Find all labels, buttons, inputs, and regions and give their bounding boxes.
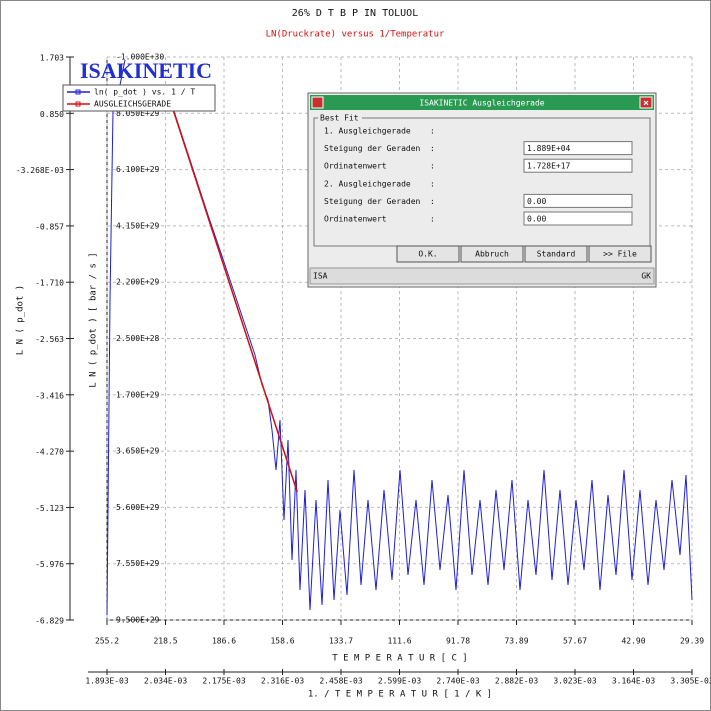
field-label: Steigung der Geraden: [324, 144, 421, 153]
legend-label: ln( p_dot ) vs. 1 / T: [94, 88, 195, 97]
x2-tick-label: 111.6: [387, 637, 411, 646]
field-colon: :: [430, 215, 435, 224]
y2-tick-label: 1.700E+29: [116, 390, 160, 399]
field-colon: :: [430, 162, 435, 171]
field-value: 0.00: [527, 215, 546, 224]
legend-marker: [75, 89, 81, 95]
legend-box: [62, 84, 216, 112]
x2-tick-label: 29.39: [680, 637, 704, 646]
y-tick-label: -5.976: [35, 560, 64, 569]
x2-tick-label: 91.78: [446, 637, 470, 646]
y2-tick-label: -1.000E+30: [116, 53, 164, 62]
field-colon: :: [430, 144, 435, 153]
y-tick-label: -6.829: [35, 617, 64, 626]
x2-axis-title: T E M P E R A T U R [ C ]: [332, 654, 467, 664]
x2-tick-label: 57.67: [563, 637, 587, 646]
x2-tick-label: 218.5: [153, 637, 177, 646]
button[interactable]: [396, 245, 460, 263]
button[interactable]: [588, 245, 652, 263]
y-tick-label: -5.123: [35, 504, 64, 513]
x2-tick-label: 73.89: [504, 637, 528, 646]
status-right: GK: [641, 272, 651, 281]
y2-tick-label: 2.500E+28: [116, 334, 160, 343]
y2-tick-label: 9.500E+29: [116, 616, 160, 625]
y2-tick-label: 3.650E+29: [116, 447, 160, 456]
y-tick-label: -3.268E-03: [16, 166, 64, 175]
dialog-icon: [311, 96, 324, 109]
field-input[interactable]: [523, 141, 633, 156]
y-tick-label: -4.270: [35, 448, 64, 457]
y2-axis-title: L N ( p_dot ) [ bar / s ]: [89, 252, 99, 387]
legend-label: AUSGLEICHSGERADE: [94, 100, 171, 109]
field-label: Ordinatenwert: [324, 215, 387, 224]
x-tick-label: 2.599E-03: [378, 677, 422, 686]
x-tick-label: 1.893E-03: [85, 677, 129, 686]
legend-marker: [75, 101, 81, 107]
status-left: ISA: [313, 272, 328, 281]
y2-tick-label: 7.550E+29: [116, 559, 160, 568]
x-tick-label: 2.316E-03: [261, 677, 305, 686]
x-tick-label: 3.023E-03: [553, 677, 597, 686]
group-label: Best Fit: [320, 114, 359, 123]
x-tick-label: 2.034E-03: [144, 677, 188, 686]
x-tick-label: 2.882E-03: [495, 677, 539, 686]
y-tick-label: 1.703: [40, 54, 64, 63]
field-input[interactable]: [523, 158, 633, 173]
button[interactable]: [460, 245, 524, 263]
dialog-close[interactable]: [639, 96, 653, 109]
field-value: 1.889E+04: [527, 144, 571, 153]
y2-tick-label: 6.100E+29: [116, 165, 160, 174]
y2-tick-label: 2.200E+29: [116, 278, 160, 287]
field-colon: :: [430, 127, 435, 136]
y-tick-label: -1.710: [35, 279, 64, 288]
x2-tick-label: 42.90: [621, 637, 645, 646]
field-label: Steigung der Geraden: [324, 197, 421, 206]
status-bar: [309, 267, 655, 285]
x-tick-label: 2.740E-03: [436, 677, 480, 686]
x2-tick-label: 186.6: [212, 637, 236, 646]
dialog-title: ISAKINETIC Ausgleichgerade: [419, 99, 544, 108]
y-tick-label: 0.850: [40, 110, 64, 119]
field-value: 1.728E+17: [527, 162, 571, 171]
button-label: O.K.: [418, 250, 437, 259]
field-label: 2. Ausgleichgerade: [324, 179, 411, 188]
y2-tick-label: 8.050E+29: [116, 109, 160, 118]
field-colon: :: [430, 179, 435, 188]
button-label: Standard: [537, 250, 576, 259]
field-label: Ordinatenwert: [324, 162, 387, 171]
button-label: >> File: [603, 250, 637, 259]
button[interactable]: [524, 245, 588, 263]
logo: ISAKINETIC: [80, 58, 212, 83]
field-input[interactable]: [523, 211, 633, 226]
group-label-bg: [318, 114, 362, 122]
y-axis-title: L N ( p_dot ): [16, 285, 26, 355]
field-input[interactable]: [523, 193, 633, 208]
y2-tick-label: 5.600E+29: [116, 503, 160, 512]
button-label: Abbruch: [475, 250, 509, 259]
chart-subtitle: LN(Druckrate) versus 1/Temperatur: [266, 30, 445, 40]
y-tick-label: -0.857: [35, 222, 64, 231]
x2-tick-label: 158.6: [270, 637, 294, 646]
field-label: 1. Ausgleichgerade: [324, 127, 411, 136]
y-tick-label: -2.563: [35, 335, 64, 344]
field-value: 0.00: [527, 197, 546, 206]
field-colon: :: [430, 197, 435, 206]
x-tick-label: 2.175E-03: [202, 677, 246, 686]
x2-tick-label: 255.2: [95, 637, 119, 646]
dialog-title-bar: [310, 95, 654, 110]
x2-tick-label: 133.7: [329, 637, 353, 646]
x-axis-title: 1. / T E M P E R A T U R [ 1 / K ]: [308, 690, 492, 700]
chart-title: 26% D T B P IN TOLUOL: [292, 8, 418, 19]
series-line: [169, 99, 298, 493]
x-tick-label: 2.458E-03: [319, 677, 363, 686]
y2-tick-label: 4.150E+29: [116, 221, 160, 230]
x-tick-label: 3.305E-03: [670, 677, 711, 686]
y-tick-label: -3.416: [35, 391, 64, 400]
dialog-close-x: ×: [643, 98, 649, 109]
x-tick-label: 3.164E-03: [612, 677, 656, 686]
